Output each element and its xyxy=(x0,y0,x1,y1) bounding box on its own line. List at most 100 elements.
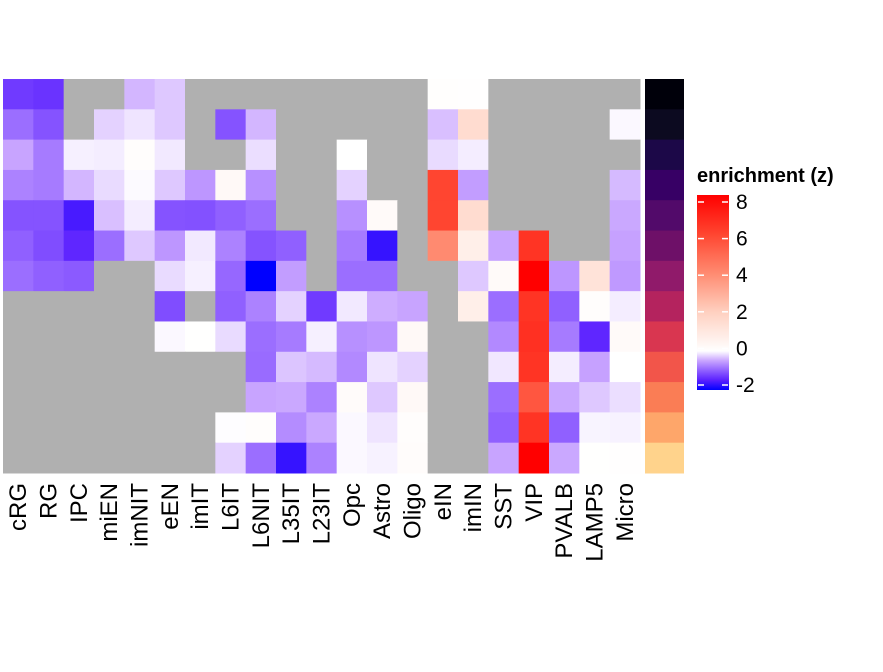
heatmap-cell xyxy=(185,412,216,444)
heatmap-cell xyxy=(154,230,186,262)
heatmap-cell xyxy=(245,260,277,292)
heatmap-cell xyxy=(245,230,277,262)
heatmap-cell xyxy=(549,260,580,292)
row-annotation-cell xyxy=(645,382,684,413)
heatmap-cell xyxy=(154,291,186,322)
heatmap-cell xyxy=(33,79,65,110)
heatmap-cell xyxy=(427,382,459,413)
heatmap-cell xyxy=(458,260,489,292)
heatmap-cell xyxy=(245,79,277,110)
heatmap-cell xyxy=(397,412,429,444)
heatmap-cell xyxy=(245,200,277,232)
heatmap-cell xyxy=(185,382,216,413)
heatmap-cell xyxy=(215,382,247,413)
heatmap-cell xyxy=(3,260,34,292)
heatmap-cell xyxy=(306,321,338,353)
heatmap-cell xyxy=(336,442,368,474)
column-label: eEN xyxy=(157,483,184,530)
heatmap-cell xyxy=(458,291,489,322)
column-label: imIN xyxy=(460,483,487,532)
heatmap-cell xyxy=(94,169,125,201)
heatmap-cell xyxy=(488,139,520,171)
column-label: Oligo xyxy=(400,483,427,539)
heatmap-cell xyxy=(154,109,186,141)
heatmap-cell xyxy=(63,169,95,201)
column-label: VIP xyxy=(521,483,548,522)
heatmap-cell xyxy=(579,442,611,474)
heatmap-cell xyxy=(215,200,247,232)
heatmap-cell xyxy=(245,169,277,201)
heatmap-cell xyxy=(579,79,611,110)
heatmap-cell xyxy=(185,169,216,201)
column-label: Astro xyxy=(369,483,396,539)
heatmap-cell xyxy=(458,442,489,474)
heatmap-cell xyxy=(306,79,338,110)
heatmap-cell xyxy=(306,230,338,262)
heatmap-cell xyxy=(427,321,459,353)
heatmap-cell xyxy=(579,260,611,292)
heatmap-cell xyxy=(336,260,368,292)
heatmap-cell xyxy=(458,351,489,383)
heatmap-cell xyxy=(94,260,125,292)
heatmap-cell xyxy=(215,169,247,201)
heatmap-cell xyxy=(336,200,368,232)
heatmap-cell xyxy=(185,200,216,232)
legend-tick-label: 6 xyxy=(736,228,748,251)
heatmap-cell xyxy=(488,200,520,232)
heatmap-cell xyxy=(94,230,125,262)
row-annotation-cell xyxy=(645,442,684,474)
heatmap-cell xyxy=(3,382,34,413)
heatmap-cell xyxy=(124,382,156,413)
heatmap-cell xyxy=(397,321,429,353)
heatmap-cell xyxy=(124,139,156,171)
column-label: L6IT xyxy=(218,483,245,531)
heatmap-cell xyxy=(94,200,125,232)
heatmap-cell xyxy=(276,321,307,353)
heatmap-cell xyxy=(579,351,611,383)
heatmap-cell xyxy=(276,79,307,110)
heatmap-cell xyxy=(3,169,34,201)
row-annotation-cell xyxy=(645,230,684,262)
row-annotation xyxy=(645,79,684,474)
heatmap-cell xyxy=(306,412,338,444)
heatmap-cell xyxy=(124,260,156,292)
heatmap-cell xyxy=(488,260,520,292)
heatmap-cell xyxy=(397,109,429,141)
heatmap-cell xyxy=(33,351,65,383)
heatmap-cell xyxy=(397,442,429,474)
heatmap-cell xyxy=(367,382,398,413)
heatmap-cell xyxy=(215,109,247,141)
heatmap-cell xyxy=(549,351,580,383)
heatmap-cell xyxy=(518,230,550,262)
heatmap-cell xyxy=(609,79,641,110)
heatmap-cell xyxy=(609,169,641,201)
heatmap-cell xyxy=(245,351,277,383)
heatmap-cell xyxy=(63,442,95,474)
heatmap-cell xyxy=(3,321,34,353)
heatmap-cell xyxy=(245,442,277,474)
heatmap-cell xyxy=(33,169,65,201)
heatmap-cell xyxy=(549,442,580,474)
heatmap-cell xyxy=(549,321,580,353)
heatmap-cell xyxy=(276,169,307,201)
heatmap-cell xyxy=(427,200,459,232)
heatmap-cell xyxy=(427,442,459,474)
heatmap-cell xyxy=(33,109,65,141)
heatmap-cell xyxy=(488,109,520,141)
heatmap-cell xyxy=(63,351,95,383)
heatmap-cell xyxy=(33,200,65,232)
heatmap-cell xyxy=(3,79,34,110)
heatmap-cell xyxy=(306,139,338,171)
heatmap-cell xyxy=(609,260,641,292)
heatmap-cell xyxy=(336,291,368,322)
heatmap-cell xyxy=(63,321,95,353)
heatmap-cell xyxy=(124,79,156,110)
legend-title: enrichment (z) xyxy=(697,165,834,187)
heatmap-cell xyxy=(276,291,307,322)
legend-tick-label: 8 xyxy=(736,191,748,214)
heatmap-cell xyxy=(367,321,398,353)
heatmap-cell xyxy=(367,412,398,444)
heatmap-cell xyxy=(427,230,459,262)
heatmap-cell xyxy=(3,291,34,322)
heatmap-cell xyxy=(488,442,520,474)
